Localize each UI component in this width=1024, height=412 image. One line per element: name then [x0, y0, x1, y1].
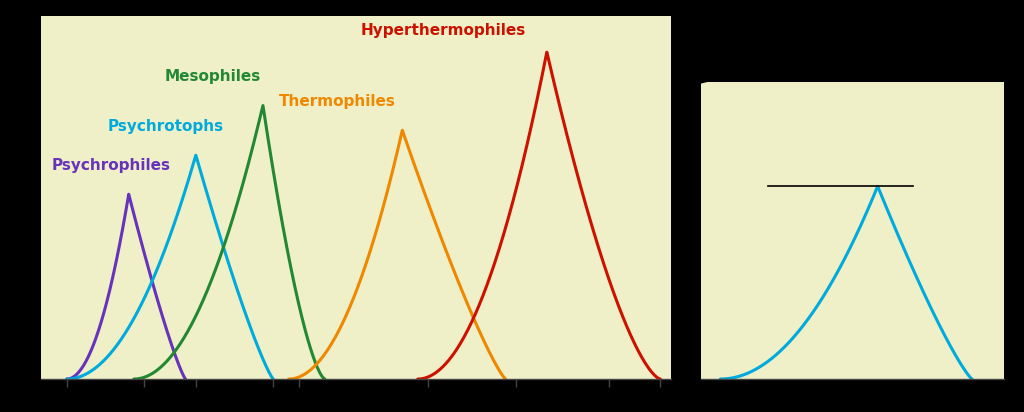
Text: Thermophiles: Thermophiles: [279, 94, 395, 109]
Text: Psychrophiles: Psychrophiles: [51, 158, 170, 173]
Text: Psychrotophs: Psychrotophs: [109, 119, 224, 134]
Text: Mesophiles: Mesophiles: [165, 69, 261, 84]
Text: Hyperthermophiles: Hyperthermophiles: [361, 23, 526, 38]
